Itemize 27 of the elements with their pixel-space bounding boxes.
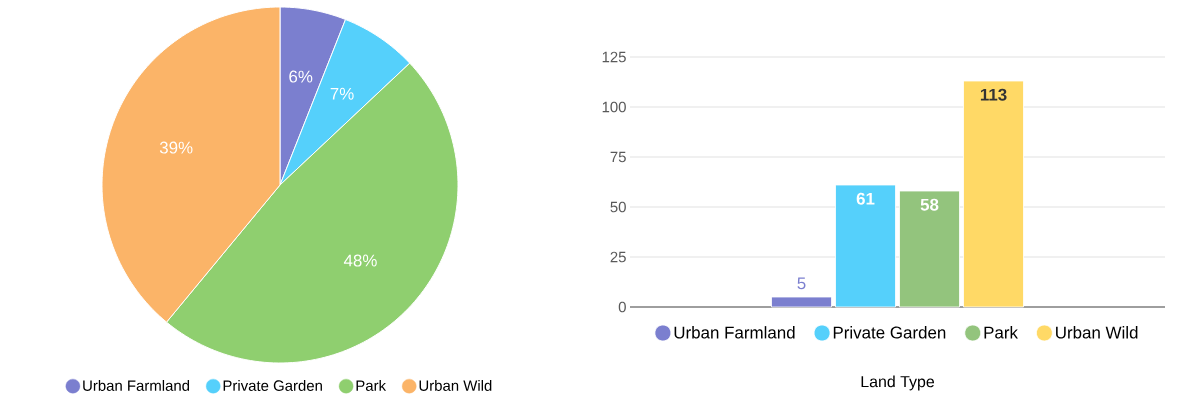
x-axis-title: Land Type (861, 375, 935, 391)
data-label: 61 (856, 192, 875, 205)
legend-label: Urban Wild (1056, 326, 1138, 339)
y-tick-label: 75 (610, 151, 626, 163)
data-label: 6% (289, 70, 313, 83)
y-tick-label: 50 (610, 201, 626, 213)
legend-label: Urban Wild (419, 379, 492, 391)
legend-label: Urban Farmland (674, 326, 795, 339)
legend-label: Park (984, 326, 1018, 339)
legend-label: Urban Farmland (83, 379, 190, 391)
data-label: 7% (330, 87, 354, 100)
bar (963, 80, 1024, 308)
y-tick-label: 25 (610, 251, 626, 263)
data-label: 39% (159, 141, 193, 154)
y-tick-label: 100 (602, 101, 626, 113)
data-label: 58 (920, 198, 939, 211)
data-label: 5 (797, 277, 806, 290)
bar (771, 296, 832, 308)
bar (835, 184, 896, 308)
y-tick-label: 125 (602, 51, 626, 63)
legend-label: Private Garden (223, 379, 322, 391)
y-tick-label: 0 (618, 301, 626, 313)
data-label: 113 (980, 88, 1007, 101)
legend-label: Private Garden (833, 326, 946, 339)
bar (899, 190, 960, 308)
data-label: 48% (343, 254, 377, 267)
legend-label: Park (356, 379, 387, 391)
